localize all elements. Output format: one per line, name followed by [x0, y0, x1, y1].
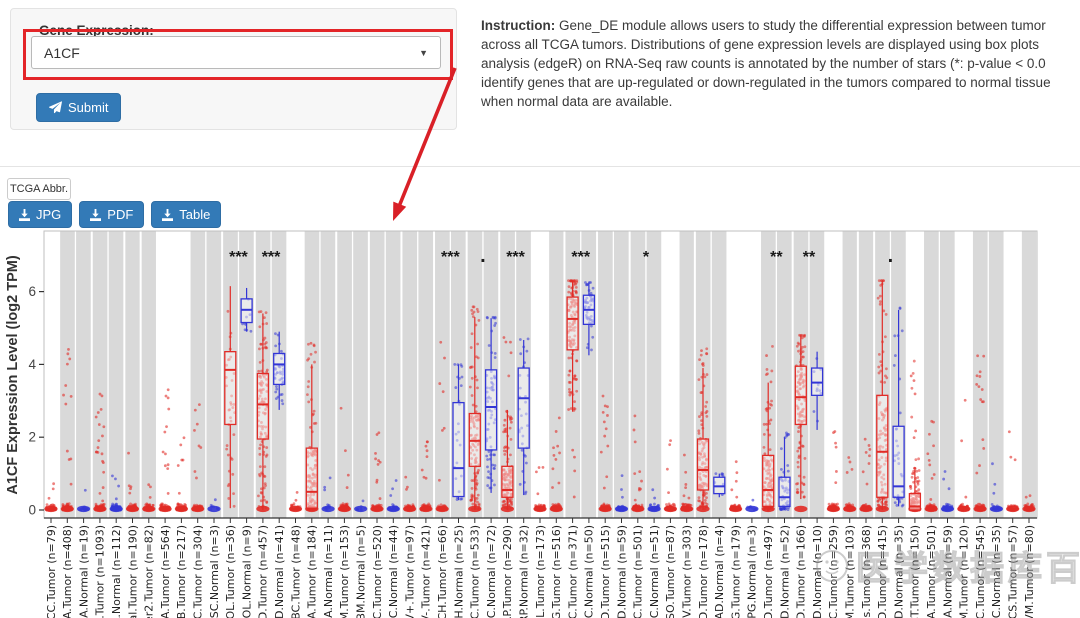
- svg-text:***: ***: [441, 249, 460, 266]
- download-jpg-button[interactable]: JPG: [8, 201, 73, 228]
- svg-text:***: ***: [506, 249, 525, 266]
- svg-text:***: ***: [571, 249, 590, 266]
- download-pdf-button[interactable]: PDF: [79, 201, 145, 228]
- svg-text:.: .: [480, 245, 486, 267]
- svg-text:*: *: [643, 249, 650, 266]
- download-table-button[interactable]: Table: [151, 201, 222, 228]
- section-divider: [0, 166, 1080, 167]
- chevron-down-icon: ▼: [419, 47, 428, 58]
- svg-text:**: **: [770, 249, 783, 266]
- svg-text:***: ***: [229, 249, 248, 266]
- paper-plane-icon: [49, 101, 62, 114]
- gene-select[interactable]: A1CF ▼: [31, 36, 441, 69]
- download-icon: [19, 208, 30, 221]
- submit-button[interactable]: Submit: [36, 93, 122, 122]
- expression-boxplot: *** *** ***. *** *** * ** ** .ACC.Tumor (n=79) BL…: [5, 230, 1080, 618]
- instruction-text: Instruction: Gene_DE module allows users…: [481, 18, 1051, 109]
- svg-text:**: **: [803, 249, 816, 266]
- svg-text:***: ***: [262, 249, 281, 266]
- download-icon: [90, 208, 102, 221]
- download-toolbar: JPG PDF Table: [8, 201, 222, 228]
- instruction-heading: Instruction:: [481, 18, 556, 33]
- tcga-abbr-tab[interactable]: TCGA Abbr.: [7, 178, 71, 200]
- gene-select-value: A1CF: [44, 44, 80, 61]
- gene-expression-panel: Gene Expression: A1CF ▼ Submit: [10, 8, 457, 130]
- svg-text:.: .: [888, 245, 894, 267]
- download-icon: [162, 208, 174, 221]
